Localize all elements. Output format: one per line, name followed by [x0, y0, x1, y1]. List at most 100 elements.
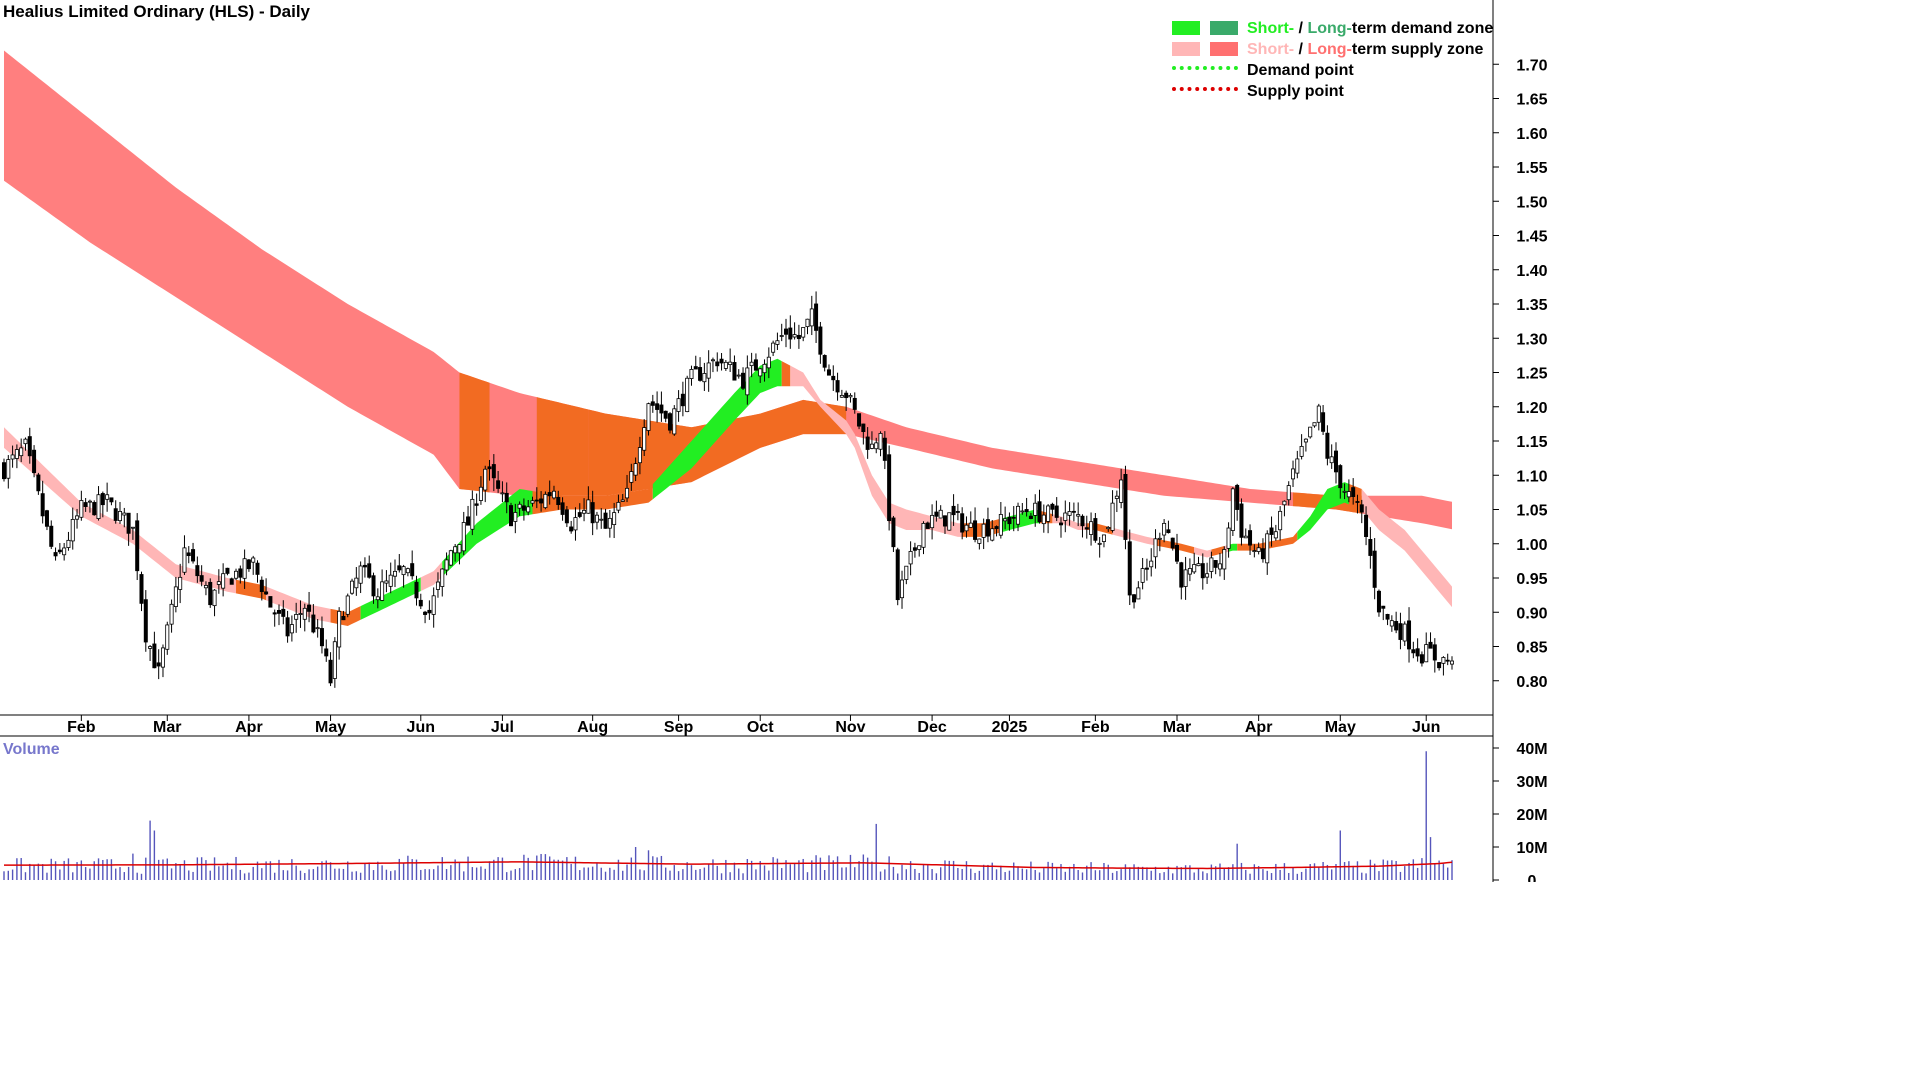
candle-body [1041, 514, 1046, 525]
candle-body [616, 501, 621, 511]
time-tick-label: Apr [235, 719, 263, 736]
candle-body [895, 549, 900, 601]
candle-body [380, 581, 385, 601]
candle-body [36, 474, 41, 492]
candle-body [285, 617, 290, 637]
candle-body [173, 586, 178, 607]
candle-body [405, 568, 410, 574]
long-term-supply-zone [4, 50, 1452, 530]
candle-body [590, 502, 595, 524]
candle-body [882, 437, 887, 461]
candle-body [582, 509, 587, 514]
candle-body [384, 580, 389, 584]
candle-body [191, 549, 196, 562]
candle-body [865, 436, 870, 450]
short-term-zone-segment [442, 488, 533, 577]
candle-body [951, 505, 956, 516]
volume-tick-label: 10M [1516, 840, 1547, 857]
candle-body [869, 443, 874, 449]
candle-body [857, 413, 862, 427]
candle-body [328, 659, 333, 684]
candle-body [470, 498, 475, 530]
long-term-overlap-zone [536, 397, 589, 496]
candle-body [1342, 490, 1347, 493]
candle-body [655, 403, 660, 410]
time-tick-label: Jun [1412, 719, 1440, 736]
candle-body [362, 564, 367, 568]
candle-body [118, 510, 123, 522]
volume-tick-label: 0 [1528, 873, 1537, 882]
candle-body [435, 581, 440, 590]
candle-body [723, 361, 728, 369]
candle-body [324, 648, 329, 657]
time-tick-label: Apr [1245, 719, 1273, 736]
candle-body [676, 398, 681, 412]
candle-body [732, 362, 737, 381]
candle-body [1003, 518, 1008, 522]
candle-body [839, 395, 844, 398]
candle-body [1050, 503, 1055, 510]
candle-body [891, 517, 896, 548]
candle-body [135, 520, 140, 572]
price-tick-label: 0.90 [1516, 605, 1547, 622]
candle-body [796, 334, 801, 340]
candle-body [341, 615, 346, 621]
candle-body [182, 547, 187, 573]
candle-body [904, 565, 909, 580]
price-tick-label: 1.30 [1516, 331, 1547, 348]
short-term-zone-segment [360, 577, 421, 620]
candle-body [960, 513, 965, 533]
legend-short-label: Short- [1247, 41, 1295, 58]
legend-short-supply-swatch [1172, 42, 1200, 56]
candle-body [685, 377, 690, 413]
time-tick-label: Feb [1081, 719, 1110, 736]
candle-body [1329, 456, 1334, 464]
candle-body [702, 373, 707, 383]
candle-body [1046, 505, 1051, 522]
candle-body [66, 539, 71, 548]
candle-body [1230, 488, 1235, 531]
candle-body [663, 410, 668, 419]
candle-body [779, 335, 784, 337]
price-tick-label: 1.20 [1516, 400, 1547, 417]
candle-body [1222, 549, 1227, 570]
candle-body [659, 404, 664, 414]
candle-body [710, 359, 715, 362]
candle-body [917, 545, 922, 550]
candle-body [466, 516, 471, 526]
short-term-zone-segment [1000, 509, 1040, 533]
candle-body [577, 512, 582, 517]
candle-body [221, 573, 226, 589]
candle-body [1153, 538, 1158, 558]
candle-body [1299, 445, 1304, 457]
candle-body [672, 408, 677, 435]
candle-body [1424, 644, 1429, 663]
candle-body [1252, 550, 1257, 553]
candle-body [178, 576, 183, 590]
candle-body [1419, 654, 1424, 664]
candle-body [83, 502, 88, 507]
candle-body [14, 449, 19, 459]
candle-body [1273, 531, 1278, 539]
candle-body [79, 500, 84, 518]
candle-body [818, 326, 823, 355]
candle-body [1067, 511, 1072, 516]
candle-body [1114, 495, 1119, 499]
candle-body [771, 342, 776, 353]
candle-body [719, 358, 724, 364]
candle-body [526, 506, 531, 513]
candle-body [212, 589, 217, 607]
candle-body [908, 551, 913, 565]
candle-body [276, 610, 281, 614]
candle-body [208, 581, 213, 606]
candle-body [758, 368, 763, 377]
candle-body [281, 608, 286, 617]
candle-body [1235, 484, 1240, 510]
candle-body [736, 374, 741, 377]
candle-body [749, 361, 754, 367]
candle-body [358, 565, 363, 584]
candle-body [887, 454, 892, 521]
volume-label: Volume [3, 741, 60, 758]
candle-body [1037, 501, 1042, 523]
candle-body [431, 595, 436, 615]
